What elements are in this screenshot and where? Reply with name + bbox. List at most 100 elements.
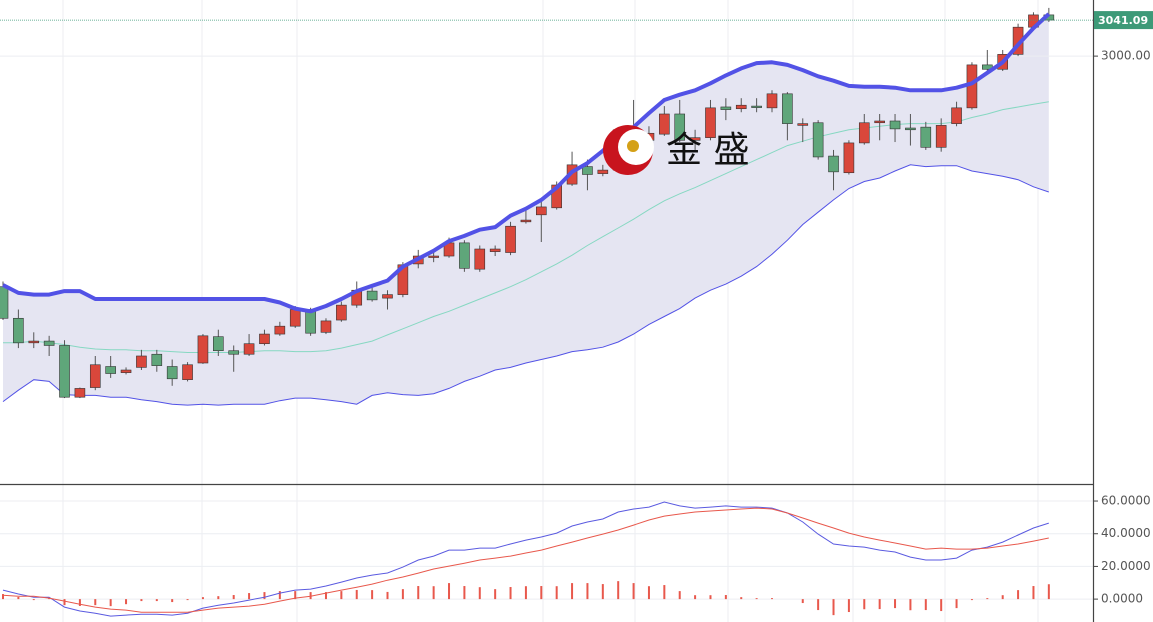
histogram-bar xyxy=(1047,584,1050,600)
candle-body xyxy=(782,93,793,124)
histogram-bar xyxy=(694,595,697,600)
histogram-bar xyxy=(817,599,820,611)
histogram-bar xyxy=(324,592,327,600)
histogram-bar xyxy=(32,599,35,601)
last-price-box xyxy=(1094,11,1153,30)
candle-body xyxy=(151,353,163,366)
histogram-bar xyxy=(263,592,266,600)
logo-ball xyxy=(627,140,639,152)
histogram-bar xyxy=(755,598,758,600)
candle-body xyxy=(489,248,501,252)
candle-body xyxy=(166,366,178,380)
histogram-bar xyxy=(801,599,804,604)
histogram-bar xyxy=(478,587,481,600)
histogram-bar xyxy=(586,583,589,600)
candle-body xyxy=(136,355,147,368)
histogram-bar xyxy=(663,585,666,600)
histogram-bar xyxy=(832,599,835,616)
histogram-bar xyxy=(432,586,435,600)
histogram-bar xyxy=(278,591,281,600)
histogram-bar xyxy=(1017,590,1020,600)
candle-body xyxy=(889,120,901,130)
histogram-bar xyxy=(125,599,128,605)
histogram-bar xyxy=(955,599,958,609)
band-line xyxy=(2,164,1049,406)
histogram-bar xyxy=(63,599,66,606)
candle-body xyxy=(459,242,470,269)
histogram-bar xyxy=(201,597,204,600)
histogram-bar xyxy=(894,599,897,609)
candle-body xyxy=(705,107,716,138)
histogram-bar xyxy=(494,589,497,600)
candle-body xyxy=(213,336,224,352)
candle-body xyxy=(336,304,347,321)
price-pane xyxy=(0,7,1093,406)
candle-body xyxy=(812,122,824,158)
candle-body xyxy=(105,366,116,374)
histogram-bar xyxy=(232,595,235,600)
candle-body xyxy=(874,120,885,124)
candle-body xyxy=(674,113,686,141)
candle-body xyxy=(520,219,532,223)
candle-body xyxy=(120,369,132,373)
macd-line xyxy=(2,501,1049,617)
y-tick-label: 60.0000 xyxy=(1101,494,1151,508)
histogram-bar xyxy=(1032,586,1035,600)
histogram-bar xyxy=(340,591,343,600)
candle-body xyxy=(259,333,270,345)
candle-body xyxy=(89,364,101,388)
candle-body xyxy=(828,155,839,173)
histogram-bar xyxy=(601,584,604,600)
histogram-bar xyxy=(555,586,558,600)
y-tick-label: 3000.00 xyxy=(1101,49,1151,63)
histogram-bar xyxy=(678,591,681,600)
candle-body xyxy=(366,290,378,301)
histogram-bar xyxy=(632,583,635,600)
histogram-bar xyxy=(1001,595,1004,600)
histogram-bar xyxy=(248,593,251,600)
candle-body xyxy=(289,309,301,327)
band-line xyxy=(2,12,1051,314)
candle-body xyxy=(582,166,593,175)
candle-body xyxy=(382,294,393,299)
candle-body xyxy=(13,317,24,344)
histogram-bar xyxy=(17,596,20,600)
candle-body xyxy=(797,123,809,126)
candle-body xyxy=(243,343,255,355)
histogram-bar xyxy=(186,599,189,601)
histogram-bar xyxy=(294,591,297,600)
histogram-bar xyxy=(78,599,81,606)
histogram-bar xyxy=(386,591,389,600)
histogram-bar xyxy=(371,590,374,600)
candle-body xyxy=(505,225,516,253)
histogram-bar xyxy=(647,586,650,600)
candle-body xyxy=(951,107,962,124)
candle-body xyxy=(74,388,86,398)
candle-body xyxy=(905,127,916,131)
y-tick-label: 40.0000 xyxy=(1101,526,1151,540)
candle-body xyxy=(920,126,932,148)
histogram-bar xyxy=(986,598,989,600)
candle-body xyxy=(720,106,732,110)
histogram-bar xyxy=(771,598,773,600)
candle-body xyxy=(689,137,701,141)
histogram-bar xyxy=(448,583,451,600)
candle-body xyxy=(766,93,778,109)
candle-body xyxy=(43,340,55,346)
candle-body xyxy=(474,248,486,270)
histogram-bar xyxy=(217,596,220,600)
candle-body xyxy=(597,169,609,174)
candle-body xyxy=(274,325,286,335)
candle-body xyxy=(935,125,947,148)
macd-pane xyxy=(0,500,1093,617)
histogram-bar xyxy=(940,599,943,612)
histogram-bar xyxy=(109,599,112,607)
histogram-bar xyxy=(617,581,620,600)
histogram-bar xyxy=(171,599,174,603)
candle-body xyxy=(320,320,332,333)
histogram-bar xyxy=(417,586,420,600)
histogram-bar xyxy=(847,599,850,613)
histogram-bar xyxy=(524,586,527,600)
